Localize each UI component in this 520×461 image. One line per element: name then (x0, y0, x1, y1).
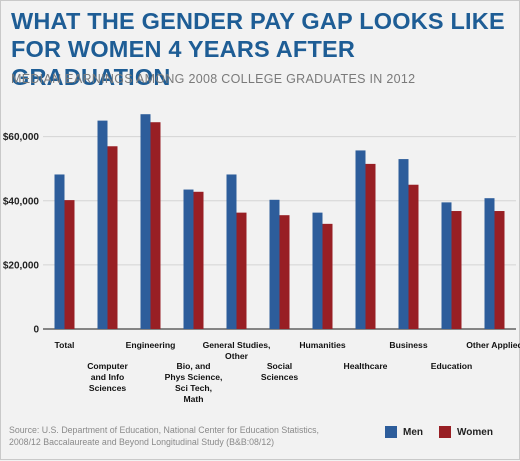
x-tick-label: Business (389, 340, 427, 350)
bar-women (451, 211, 462, 329)
x-tick-label: Computer and Info Sciences (87, 361, 128, 393)
chart-title: WHAT THE GENDER PAY GAP LOOKS LIKE FOR W… (11, 8, 505, 90)
bar-women (193, 191, 204, 329)
legend-item-men: Men (385, 426, 423, 438)
y-tick-label: $60,000 (3, 132, 40, 143)
legend-label-men: Men (403, 426, 423, 438)
y-tick-label: 0 (33, 325, 39, 336)
bar-women (107, 146, 118, 329)
legend-swatch-women (439, 426, 451, 438)
bar-women (64, 200, 75, 329)
bar-women (236, 212, 247, 329)
chart-subtitle: MEDIAN EARNINGS AMONG 2008 COLLEGE GRADU… (11, 72, 416, 86)
y-tick-label: $40,000 (3, 196, 40, 207)
y-tick-label: $20,000 (3, 260, 40, 271)
bar-men (226, 174, 237, 329)
source-note: Source: U.S. Department of Education, Na… (9, 425, 320, 447)
bar-men (140, 114, 151, 330)
bar-women (365, 163, 376, 329)
bar-men (97, 120, 108, 329)
legend-label-women: Women (457, 426, 493, 438)
bar-women (408, 184, 419, 329)
x-tick-label: Engineering (126, 340, 176, 350)
x-tick-label: Education (431, 361, 473, 371)
legend-item-women: Women (439, 426, 493, 438)
bar-men (398, 159, 409, 329)
bar-men (484, 198, 495, 329)
bar-women (494, 211, 505, 329)
x-tick-label: Total (55, 340, 75, 350)
bar-men (441, 202, 452, 329)
bar-men (183, 189, 194, 329)
bar-men (355, 150, 366, 329)
x-tick-label: Healthcare (344, 361, 388, 371)
legend: Men Women (385, 426, 509, 438)
legend-swatch-men (385, 426, 397, 438)
bar-men (269, 199, 280, 329)
x-tick-label: Bio, and Phys Science, Sci Tech, Math (165, 361, 223, 404)
bar-men (54, 174, 65, 329)
x-tick-label: General Studies, Other (203, 340, 271, 361)
bar-women (322, 223, 333, 329)
x-tick-label: Social Sciences (261, 361, 298, 382)
bar-men (312, 212, 323, 329)
x-tick-label: Other Applied (466, 340, 520, 350)
bar-women (279, 215, 290, 329)
bar-women (150, 122, 161, 330)
x-tick-label: Humanities (299, 340, 346, 350)
